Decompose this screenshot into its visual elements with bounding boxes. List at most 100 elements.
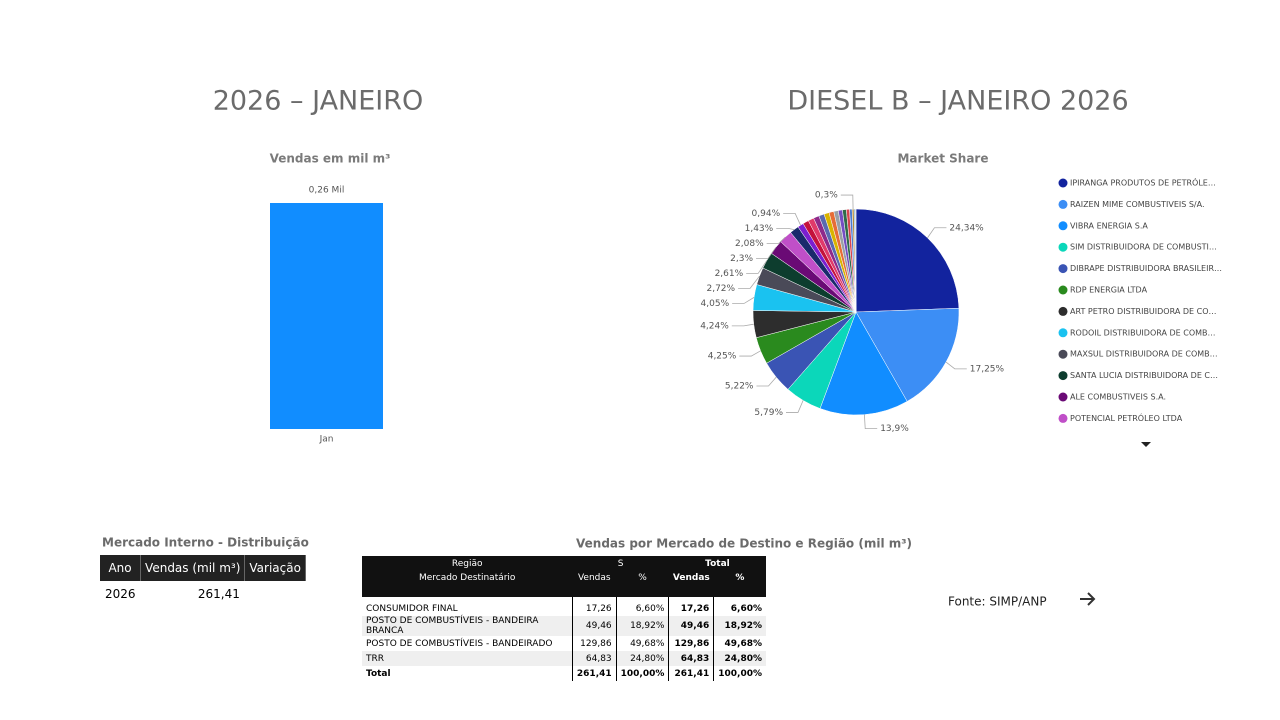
nav-arrow[interactable]	[1080, 592, 1096, 606]
legend-marker	[1058, 264, 1068, 274]
cell: 100,00%	[616, 666, 670, 681]
leader-line	[776, 228, 795, 230]
group-header: S	[572, 556, 669, 571]
pie-slice	[855, 307, 960, 402]
pie-slice	[855, 208, 857, 313]
leader-line	[945, 361, 967, 370]
column-header[interactable]: Ano	[100, 555, 142, 581]
chart-title: Vendas em mil m³	[270, 152, 391, 166]
bar	[270, 203, 383, 429]
leader-line	[756, 247, 777, 259]
cell: 6,60%	[616, 601, 670, 616]
page-heading: DIESEL B – JANEIRO 2026	[787, 86, 1128, 117]
leader-line	[863, 414, 878, 430]
column-header[interactable]: Vendas	[668, 571, 714, 597]
table-row: Total 261,41 100,00% 261,41 100,00%	[362, 666, 766, 681]
cell: POSTO DE COMBUSTÍVEIS - BANDEIRA BRANCA	[362, 616, 573, 636]
legend-marker	[1058, 413, 1068, 423]
legend-entry: SANTA LUCIA DISTRIBUIDORA DE C…	[1070, 371, 1218, 380]
source-note: Fonte: SIMP/ANP	[948, 595, 1047, 609]
cell: 49,68%	[616, 636, 670, 651]
leader-line	[756, 376, 777, 387]
cell: 64,83	[572, 651, 617, 666]
data-label: 0,26 Mil	[309, 186, 345, 196]
cell: 18,92%	[713, 616, 766, 636]
leader-line	[927, 227, 947, 239]
table-row: TRR 64,83 24,80% 64,83 24,80%	[362, 651, 766, 666]
leader-line	[746, 260, 768, 274]
leader-line	[731, 323, 754, 327]
cell: 17,26	[572, 601, 617, 616]
legend-entry: POTENCIAL PETRÓLEO LTDA	[1070, 412, 1183, 423]
group-header: Região	[362, 556, 573, 571]
cell: 17,26	[668, 601, 715, 616]
data-label: 1,43%	[745, 224, 774, 234]
x-tick-label: Jan	[319, 435, 334, 445]
cell: 261,41	[197, 587, 240, 601]
legend-entry: RDP ENERGIA LTDA	[1070, 286, 1148, 295]
leader-line	[783, 213, 801, 226]
leader-line	[766, 236, 786, 244]
leader-line	[786, 400, 804, 413]
legend-entry: VIBRA ENERGIA S.A	[1070, 221, 1148, 230]
data-label: 0,94%	[752, 209, 781, 219]
legend-entry: RODOIL DISTRIBUIDORA DE COMB…	[1070, 328, 1216, 337]
data-label: 4,24%	[700, 321, 729, 331]
legend-entry: IPIRANGA PRODUTOS DE PETRÓLE…	[1070, 177, 1216, 188]
table-title: Mercado Interno - Distribuição	[102, 536, 309, 550]
legend-marker	[1058, 392, 1068, 402]
row-header: Mercado Destinatário	[362, 571, 573, 597]
cell: 64,83	[668, 651, 715, 666]
cell	[245, 581, 306, 607]
data-label: 2,61%	[715, 269, 744, 279]
leader-line	[739, 350, 761, 357]
data-label: 2,08%	[735, 239, 764, 249]
legend-entry: SIM DISTRIBUIDORA DE COMBUSTI…	[1070, 243, 1217, 252]
data-label: 5,22%	[725, 382, 754, 392]
cell: CONSUMIDOR FINAL	[362, 601, 573, 616]
cell: 2026	[105, 587, 136, 601]
legend-entry: ART PETRO DISTRIBUIDORA DE CO…	[1070, 307, 1217, 316]
distribution-table: Ano Vendas (mil m³) Variação 2026 261,41	[100, 555, 306, 607]
leader-line	[732, 297, 755, 304]
cell: 49,46	[668, 616, 715, 636]
cell: 129,86	[668, 636, 715, 651]
cell: 24,80%	[616, 651, 670, 666]
legend-marker	[1058, 328, 1068, 338]
column-header[interactable]: %	[616, 571, 669, 597]
data-label: 2,72%	[706, 284, 735, 294]
legend-marker	[1058, 371, 1068, 381]
region-table: Região S Total Mercado Destinatário Vendas%…	[362, 556, 766, 681]
cell: 261,41	[572, 666, 617, 681]
data-label: 13,9%	[880, 424, 909, 434]
cell: 18,92%	[616, 616, 670, 636]
data-label: 17,25%	[970, 364, 1005, 374]
legend-marker	[1058, 306, 1068, 316]
cell: Total	[362, 666, 573, 681]
legend-marker	[1058, 178, 1068, 188]
legend-entry: ALE COMBUSTIVEIS S.A.	[1070, 393, 1166, 402]
data-label: 2,3%	[730, 254, 753, 264]
data-label: 24,34%	[949, 223, 984, 233]
table-row: POSTO DE COMBUSTÍVEIS - BANDEIRA BRANCA 4…	[362, 616, 766, 636]
legend-entry: DIBRAPE DISTRIBUIDORA BRASILEIR…	[1070, 264, 1222, 273]
pie-slice	[855, 208, 960, 313]
cell: 49,46	[572, 616, 617, 636]
column-header[interactable]: Vendas (mil m³)	[140, 555, 246, 581]
leader-line	[840, 194, 854, 210]
cell: POSTO DE COMBUSTÍVEIS - BANDEIRADO	[362, 636, 573, 651]
column-header[interactable]: %	[713, 571, 766, 597]
data-label: 4,05%	[701, 299, 730, 309]
legend-entry: MAXSUL DISTRIBUIDORA DE COMB…	[1070, 350, 1218, 359]
chart-title: Market Share	[897, 152, 988, 166]
cell: 6,60%	[730, 603, 762, 614]
legend-marker	[1058, 242, 1068, 252]
legend-scroll[interactable]	[1141, 442, 1151, 447]
column-header[interactable]: Vendas	[572, 571, 617, 597]
column-header[interactable]: Variação	[244, 555, 306, 581]
legend-entry: RAIZEN MIME COMBUSTIVEIS S/A.	[1070, 200, 1205, 209]
cell: 49,68%	[724, 638, 763, 649]
data-label: 0,3%	[815, 191, 838, 201]
